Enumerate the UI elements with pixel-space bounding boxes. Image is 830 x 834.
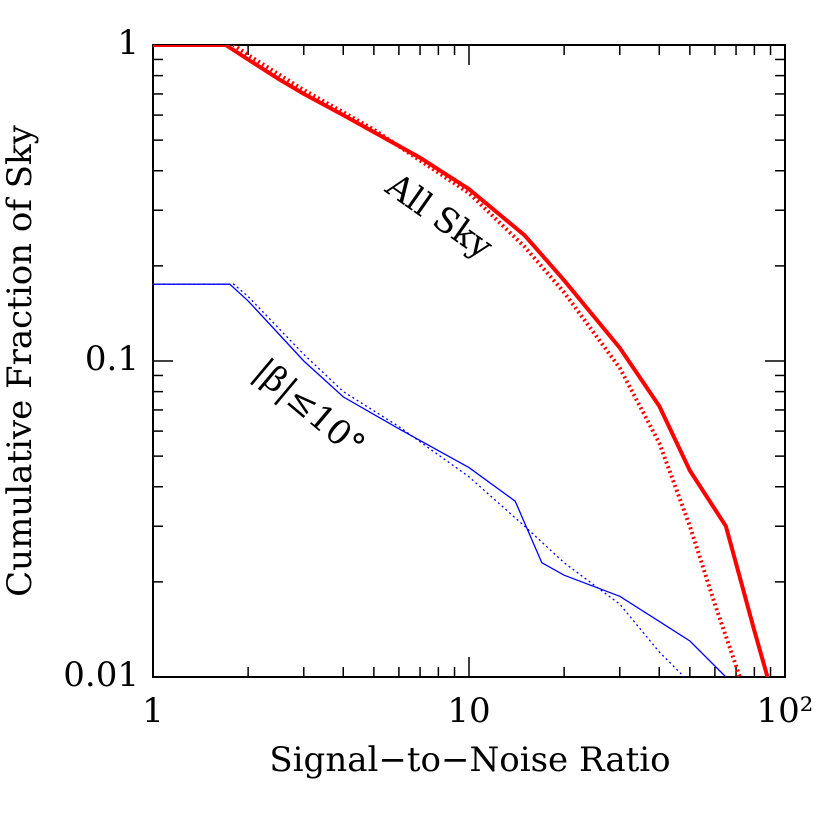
y-axis-label: Cumulative Fraction of Sky [0, 124, 40, 596]
line-series [153, 45, 742, 677]
x-tick-label: 10² [757, 691, 814, 731]
y-tick-label: 1 [117, 23, 139, 63]
annotation: |β|≤10° [246, 351, 372, 466]
line-series [153, 283, 685, 677]
annotation: All Sky [378, 165, 501, 268]
x-tick-label: 1 [142, 691, 164, 731]
x-axis-label: Signal−to−Noise Ratio [269, 740, 670, 780]
plot-frame [152, 44, 786, 678]
y-tick-label: 0.1 [85, 339, 139, 379]
line-series [153, 283, 727, 677]
x-tick-label: 10 [447, 691, 490, 731]
y-tick-label: 0.01 [63, 655, 139, 695]
line-series [153, 45, 770, 677]
